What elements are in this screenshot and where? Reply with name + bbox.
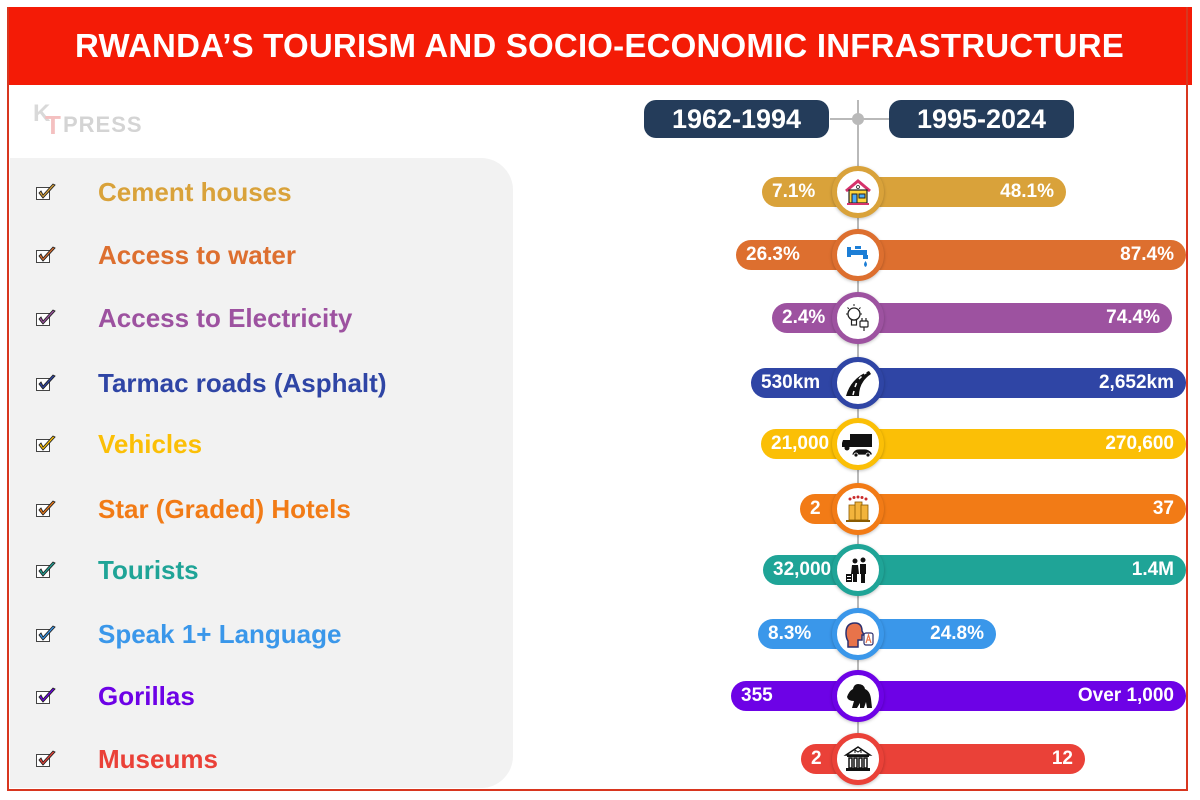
indicator-icon-badge bbox=[832, 418, 884, 470]
hotel-icon bbox=[843, 494, 873, 524]
checkbox-checked-icon bbox=[36, 246, 56, 264]
comparison-bar: 26.3% 87.4% bbox=[736, 240, 1186, 270]
page-title: RWANDA’S TOURISM AND SOCIO-ECONOMIC INFR… bbox=[75, 27, 1124, 64]
checkbox-checked-icon bbox=[36, 374, 56, 392]
indicator-list-item: Museums bbox=[36, 739, 218, 779]
value-1995-2024: 48.1% bbox=[1000, 181, 1054, 202]
indicator-list-item: Tourists bbox=[36, 550, 199, 590]
value-1962-1994: 2 bbox=[810, 498, 821, 519]
comparison-bar: 21,000 270,600 bbox=[761, 429, 1186, 459]
indicator-label: Gorillas bbox=[98, 680, 195, 711]
value-1962-1994: 2 bbox=[811, 748, 822, 769]
indicator-list-item: Access to Electricity bbox=[36, 298, 352, 338]
value-1962-1994: 32,000 bbox=[773, 559, 832, 580]
value-1962-1994: 26.3% bbox=[746, 244, 800, 265]
value-1962-1994: 355 bbox=[741, 685, 773, 706]
comparison-bar: 7.1% 48.1% bbox=[762, 177, 1066, 207]
road-icon bbox=[843, 368, 873, 398]
checkbox-checked-icon bbox=[36, 625, 56, 643]
indicator-list-item: Tarmac roads (Asphalt) bbox=[36, 363, 386, 403]
indicator-label: Vehicles bbox=[98, 428, 203, 459]
comparison-bar: 32,000 1.4M bbox=[763, 555, 1186, 585]
value-1995-2024: 270,600 bbox=[1105, 433, 1174, 454]
value-1995-2024: 37 bbox=[1152, 498, 1174, 519]
indicator-list-item: Cement houses bbox=[36, 172, 292, 212]
value-1995-2024: 12 bbox=[1051, 748, 1073, 769]
indicator-label: Cement houses bbox=[98, 176, 292, 207]
indicator-label: Museums bbox=[98, 743, 218, 774]
comparison-bar: 355 Over 1,000 bbox=[731, 681, 1186, 711]
indicator-icon-badge bbox=[832, 733, 884, 785]
indicator-icon-badge bbox=[832, 608, 884, 660]
timeline-node bbox=[852, 113, 864, 125]
water-tap-icon bbox=[843, 240, 873, 270]
indicator-list-item: Speak 1+ Language bbox=[36, 614, 341, 654]
indicator-label: Speak 1+ Language bbox=[98, 618, 342, 649]
logo-press-text: PRESS bbox=[63, 112, 143, 137]
indicator-icon-badge bbox=[832, 544, 884, 596]
indicator-list-item: Star (Graded) Hotels bbox=[36, 489, 351, 529]
truck-car-icon bbox=[841, 429, 875, 459]
value-1995-2024: Over 1,000 bbox=[1077, 685, 1174, 706]
value-1962-1994: 8.3% bbox=[768, 623, 812, 644]
header-banner: RWANDA’S TOURISM AND SOCIO-ECONOMIC INFR… bbox=[7, 7, 1192, 85]
house-icon bbox=[843, 177, 873, 207]
tourists-icon bbox=[843, 555, 873, 585]
value-1962-1994: 2.4% bbox=[782, 307, 826, 328]
indicator-label: Tarmac roads (Asphalt) bbox=[98, 367, 387, 398]
indicator-list-item: Gorillas bbox=[36, 676, 195, 716]
speaking-head-icon bbox=[842, 619, 874, 649]
value-1962-1994: 7.1% bbox=[772, 181, 816, 202]
ktpress-logo: K T PRESS bbox=[33, 100, 163, 140]
value-1962-1994: 530km bbox=[761, 372, 821, 393]
value-1995-2024: 2,652km bbox=[1098, 372, 1174, 393]
indicator-list-panel bbox=[10, 158, 513, 788]
value-1962-1994: 21,000 bbox=[771, 433, 830, 454]
checkbox-checked-icon bbox=[36, 750, 56, 768]
indicator-label: Access to water bbox=[98, 239, 296, 270]
gorilla-icon bbox=[842, 681, 874, 711]
indicator-icon-badge bbox=[832, 483, 884, 535]
indicator-icon-badge bbox=[832, 166, 884, 218]
indicator-label: Access to Electricity bbox=[98, 302, 353, 333]
period-badge-before: 1962-1994 bbox=[644, 100, 829, 138]
value-1995-2024: 87.4% bbox=[1120, 244, 1174, 265]
checkbox-checked-icon bbox=[36, 309, 56, 327]
indicator-list-item: Vehicles bbox=[36, 424, 202, 464]
period-badge-after: 1995-2024 bbox=[889, 100, 1074, 138]
lightbulb-plug-icon bbox=[843, 303, 873, 333]
logo-letter-t: T bbox=[45, 110, 61, 140]
value-1995-2024: 1.4M bbox=[1131, 559, 1174, 580]
checkbox-checked-icon bbox=[36, 561, 56, 579]
logo-letter-k: K bbox=[33, 100, 51, 127]
indicator-icon-badge bbox=[832, 357, 884, 409]
value-1995-2024: 24.8% bbox=[930, 623, 984, 644]
checkbox-checked-icon bbox=[36, 183, 56, 201]
comparison-bar: 530km 2,652km bbox=[751, 368, 1186, 398]
indicator-list-item: Access to water bbox=[36, 235, 296, 275]
checkbox-checked-icon bbox=[36, 500, 56, 518]
indicator-icon-badge bbox=[832, 229, 884, 281]
indicator-label: Tourists bbox=[98, 554, 199, 585]
checkbox-checked-icon bbox=[36, 687, 56, 705]
museum-icon bbox=[843, 744, 873, 774]
indicator-icon-badge bbox=[832, 292, 884, 344]
infographic-frame bbox=[7, 7, 1188, 791]
checkbox-checked-icon bbox=[36, 435, 56, 453]
indicator-icon-badge bbox=[832, 670, 884, 722]
value-1995-2024: 74.4% bbox=[1106, 307, 1160, 328]
indicator-label: Star (Graded) Hotels bbox=[98, 493, 351, 524]
